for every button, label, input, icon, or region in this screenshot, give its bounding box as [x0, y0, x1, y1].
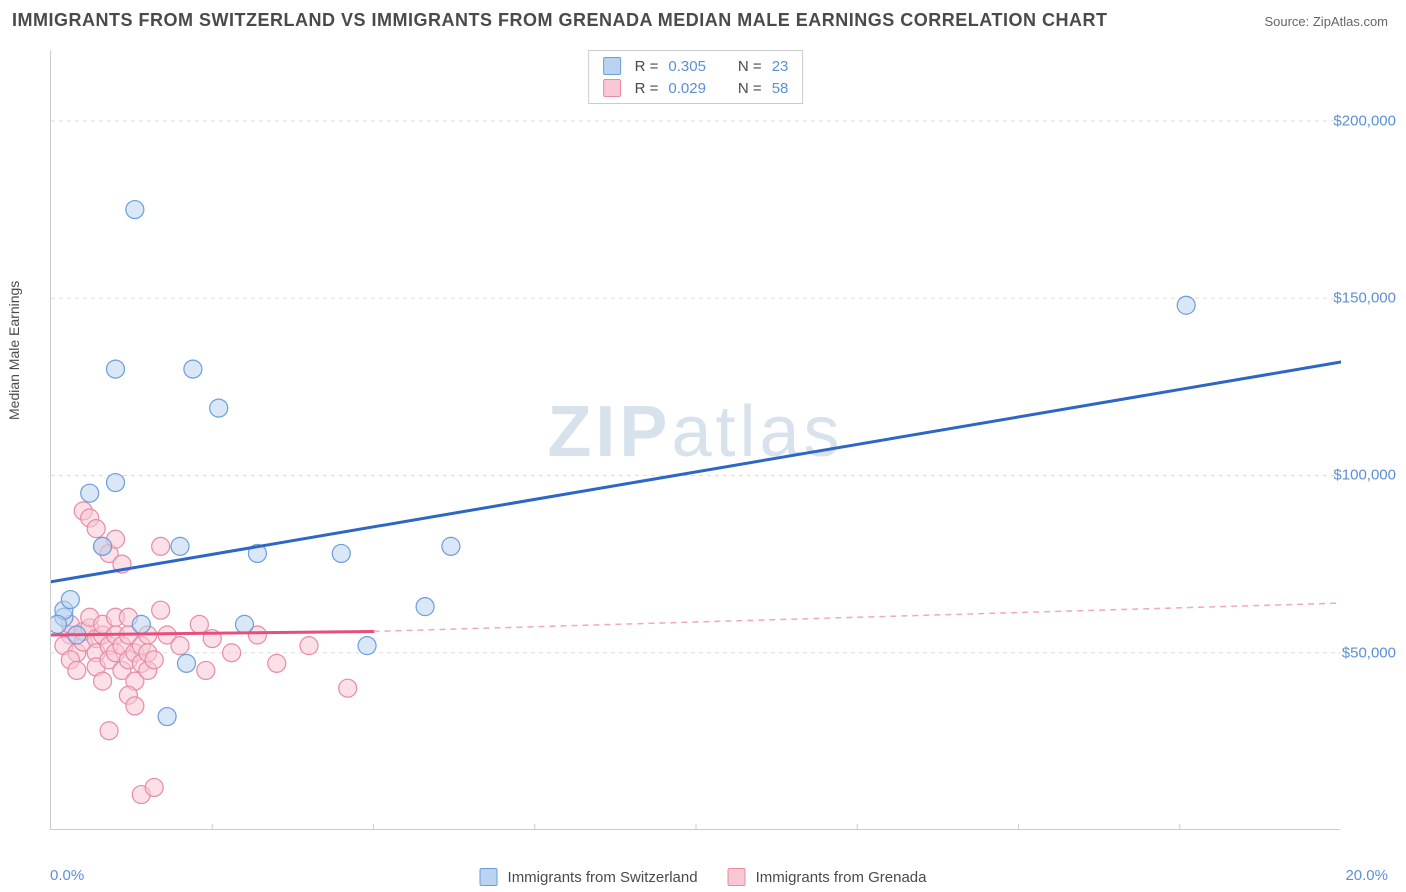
y-tick-label: $100,000 — [1333, 467, 1396, 484]
stat-r-value-grenada: 0.029 — [668, 80, 706, 97]
bottom-legend: Immigrants from Switzerland Immigrants f… — [480, 868, 927, 886]
y-tick-label: $200,000 — [1333, 112, 1396, 129]
stat-n-value-grenada: 58 — [772, 80, 789, 97]
scatter-svg — [51, 50, 1341, 830]
x-tick-label: 20.0% — [1345, 867, 1388, 884]
swatch-blue-icon — [480, 868, 498, 886]
stats-legend-box: R = 0.305 N = 23 R = 0.029 N = 58 — [588, 50, 804, 104]
stat-n-label: N = — [738, 58, 762, 75]
stat-n-label: N = — [738, 80, 762, 97]
stats-row-switzerland: R = 0.305 N = 23 — [603, 55, 789, 77]
y-tick-label: $50,000 — [1342, 644, 1396, 661]
x-tick-label: 0.0% — [50, 867, 84, 884]
swatch-pink-icon — [728, 868, 746, 886]
y-axis-label: Median Male Earnings — [6, 281, 22, 420]
source-label: Source: ZipAtlas.com — [1264, 14, 1388, 29]
chart-title: IMMIGRANTS FROM SWITZERLAND VS IMMIGRANT… — [12, 10, 1107, 31]
legend-item-grenada: Immigrants from Grenada — [728, 868, 927, 886]
swatch-blue-icon — [603, 57, 621, 75]
swatch-pink-icon — [603, 79, 621, 97]
y-tick-label: $150,000 — [1333, 290, 1396, 307]
stat-r-value-switzerland: 0.305 — [668, 58, 706, 75]
stat-n-value-switzerland: 23 — [772, 58, 789, 75]
stat-r-label: R = — [635, 80, 659, 97]
legend-label-switzerland: Immigrants from Switzerland — [508, 869, 698, 886]
stats-row-grenada: R = 0.029 N = 58 — [603, 77, 789, 99]
legend-label-grenada: Immigrants from Grenada — [756, 869, 927, 886]
chart-plot-area: ZIPatlas R = 0.305 N = 23 R = 0.029 N = … — [50, 50, 1340, 830]
legend-item-switzerland: Immigrants from Switzerland — [480, 868, 698, 886]
stat-r-label: R = — [635, 58, 659, 75]
